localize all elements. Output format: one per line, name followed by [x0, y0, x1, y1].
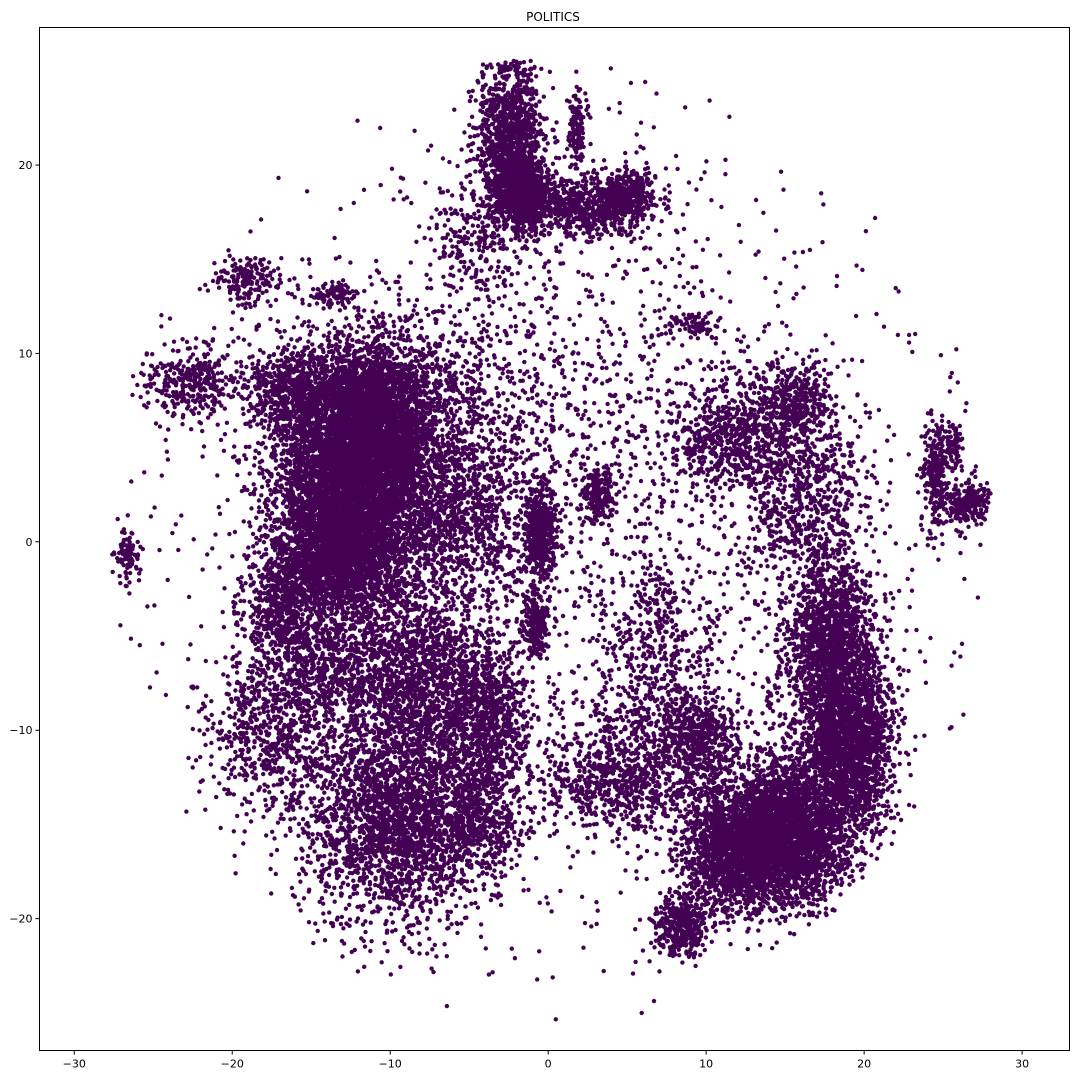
x-tick-label: 10 — [699, 1058, 713, 1071]
chart-title: POLITICS — [526, 10, 580, 24]
x-tick-label: 30 — [1015, 1058, 1029, 1071]
x-tick-label: −30 — [63, 1058, 86, 1071]
plot-frame — [39, 27, 1070, 1051]
scatter-point-cloud — [110, 58, 993, 1022]
x-tick-label: −20 — [221, 1058, 244, 1071]
y-tick-label: −20 — [9, 913, 32, 926]
y-tick-label: −10 — [9, 724, 32, 737]
x-tick-label: 0 — [545, 1058, 552, 1071]
axis-ticks: −30 −20 −10 0 10 20 30 −20 −10 0 10 20 — [9, 159, 1029, 1070]
x-tick-label: −10 — [379, 1058, 402, 1071]
y-tick-label: 20 — [19, 159, 33, 172]
x-tick-label: 20 — [857, 1058, 871, 1071]
scatter-points — [110, 58, 993, 1022]
y-tick-label: 10 — [19, 347, 33, 360]
y-tick-label: 0 — [26, 536, 33, 549]
